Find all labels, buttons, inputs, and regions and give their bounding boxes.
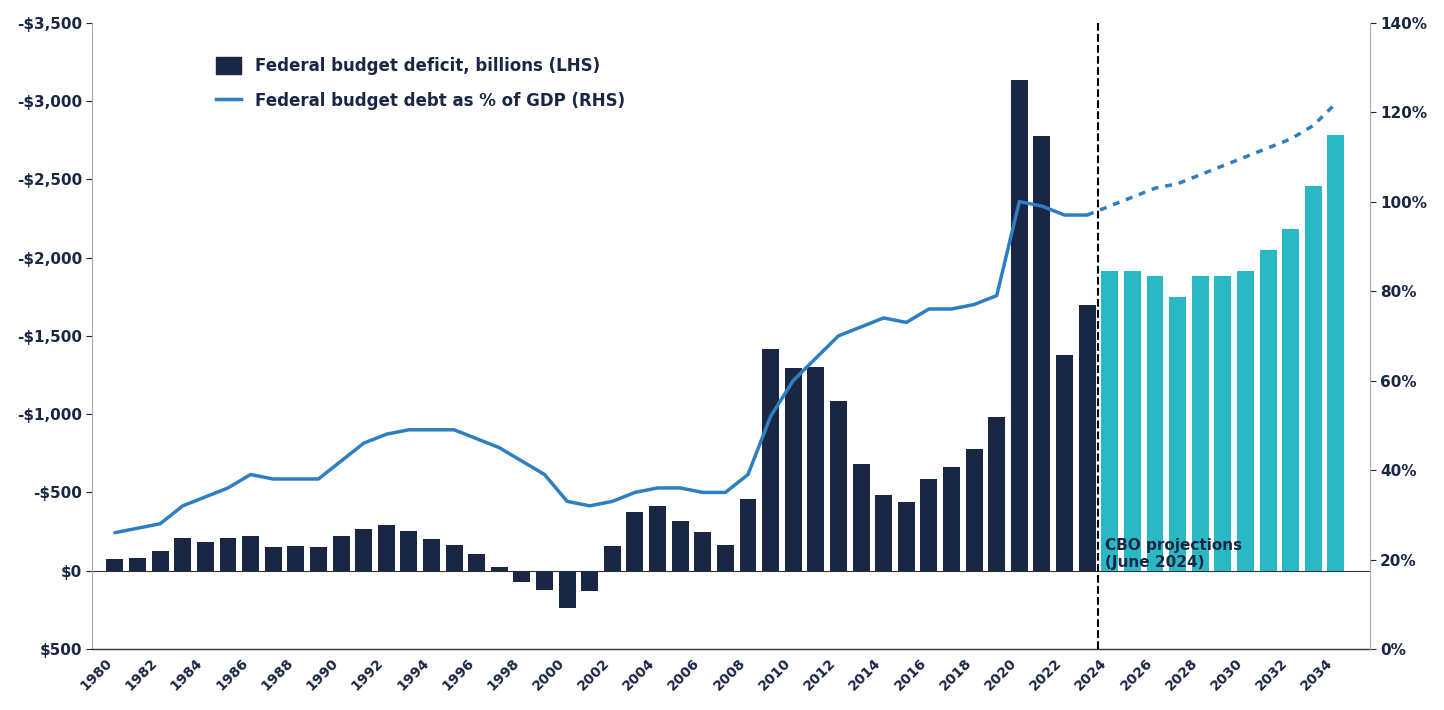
Bar xyxy=(355,528,373,571)
Bar xyxy=(152,551,169,571)
Bar xyxy=(514,571,530,581)
Bar xyxy=(1102,271,1118,571)
Bar xyxy=(966,449,982,571)
Bar xyxy=(875,495,892,571)
Bar xyxy=(604,546,621,571)
Bar xyxy=(1056,355,1073,571)
Bar xyxy=(1147,276,1164,571)
Bar xyxy=(423,539,440,571)
Bar xyxy=(559,571,576,608)
Bar xyxy=(332,536,349,571)
Bar xyxy=(807,367,825,571)
Bar xyxy=(196,542,214,571)
Bar xyxy=(650,506,666,571)
Bar xyxy=(446,545,462,571)
Bar xyxy=(920,479,937,571)
Bar xyxy=(988,417,1005,571)
Bar xyxy=(784,368,801,571)
Bar xyxy=(671,521,689,571)
Bar xyxy=(310,547,326,571)
Bar xyxy=(219,537,237,571)
Bar xyxy=(378,525,394,571)
Bar xyxy=(716,545,734,571)
Bar xyxy=(762,349,780,571)
Bar xyxy=(852,464,869,571)
Text: CBO projections
(June 2024): CBO projections (June 2024) xyxy=(1105,538,1242,570)
Bar xyxy=(243,536,258,571)
Bar xyxy=(175,538,191,571)
Bar xyxy=(1214,276,1232,571)
Bar xyxy=(1282,229,1300,571)
Bar xyxy=(1079,305,1096,571)
Bar xyxy=(627,511,644,571)
Bar xyxy=(1191,276,1209,571)
Bar xyxy=(1327,136,1344,571)
Bar xyxy=(830,400,848,571)
Bar xyxy=(264,547,282,571)
Bar xyxy=(582,571,598,591)
Bar xyxy=(1259,250,1276,571)
Bar xyxy=(287,547,305,571)
Bar xyxy=(1238,271,1253,571)
Bar xyxy=(1123,271,1141,571)
Bar xyxy=(898,502,914,571)
Bar xyxy=(739,499,757,571)
Bar xyxy=(536,571,553,591)
Bar xyxy=(1170,297,1186,571)
Bar xyxy=(1034,136,1050,571)
Bar xyxy=(943,466,960,571)
Bar xyxy=(491,567,508,571)
Bar xyxy=(400,531,417,571)
Bar xyxy=(1305,186,1321,571)
Bar xyxy=(468,554,485,571)
Bar xyxy=(129,558,146,571)
Legend: Federal budget deficit, billions (LHS), Federal budget debt as % of GDP (RHS): Federal budget deficit, billions (LHS), … xyxy=(202,43,638,124)
Bar xyxy=(107,559,123,571)
Bar xyxy=(1011,80,1028,571)
Bar xyxy=(695,532,712,571)
